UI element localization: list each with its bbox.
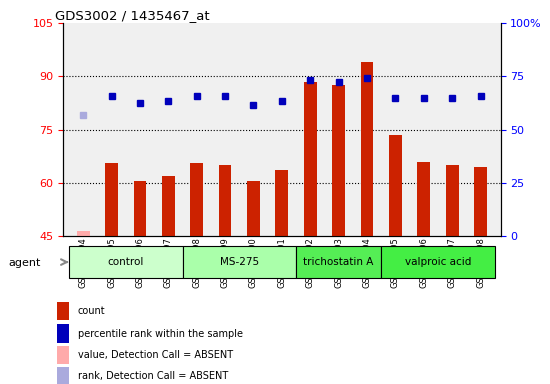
Bar [134,181,146,236]
Bar [57,367,69,384]
Bar [247,181,260,236]
Bar [183,246,296,278]
Bar [296,246,381,278]
Text: valproic acid: valproic acid [405,257,471,267]
Bar [57,324,69,343]
Text: control: control [108,257,144,267]
Bar [219,165,232,236]
Bar [105,163,118,236]
Bar [332,85,345,236]
Bar [190,163,203,236]
Text: rank, Detection Call = ABSENT: rank, Detection Call = ABSENT [78,371,228,381]
Bar [276,170,288,236]
Text: value, Detection Call = ABSENT: value, Detection Call = ABSENT [78,350,233,360]
Text: count: count [78,306,105,316]
Bar [304,82,317,236]
Bar [162,176,175,236]
Text: agent: agent [8,258,41,268]
Bar [69,246,183,278]
Text: trichostatin A: trichostatin A [304,257,374,267]
Bar [57,346,69,364]
Bar [77,231,90,236]
Bar [474,167,487,236]
Bar [361,62,373,236]
Bar [389,135,402,236]
Bar [417,162,430,236]
Text: GDS3002 / 1435467_at: GDS3002 / 1435467_at [54,9,209,22]
Text: percentile rank within the sample: percentile rank within the sample [78,329,243,339]
Bar [446,165,459,236]
Bar [381,246,495,278]
Text: MS-275: MS-275 [219,257,259,267]
Bar [57,301,69,320]
